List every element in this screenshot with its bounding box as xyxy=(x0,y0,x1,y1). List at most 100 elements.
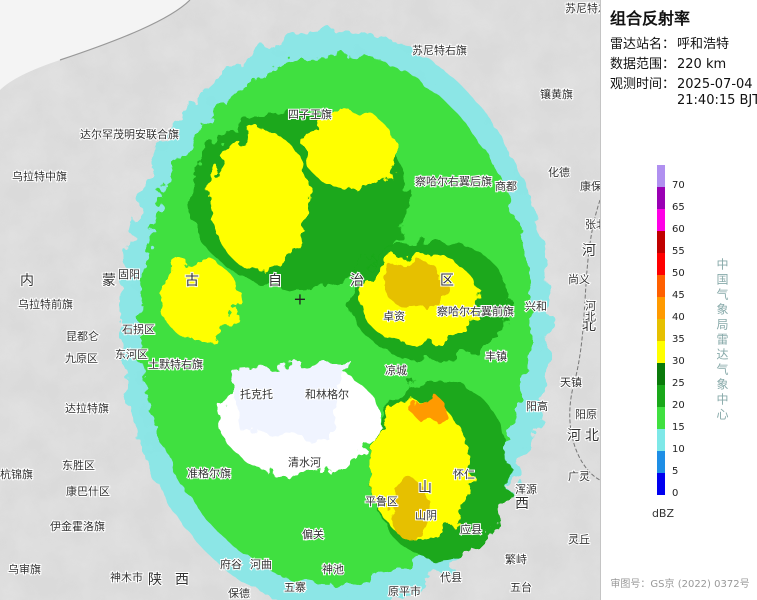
field-value: 呼和浩特 xyxy=(677,37,729,52)
region-label: 自 xyxy=(268,273,282,289)
place-label: 代县 xyxy=(440,571,462,584)
place-label: 土默特右旗 xyxy=(148,357,203,371)
legend-swatch xyxy=(657,429,665,451)
legend-swatch xyxy=(657,451,665,473)
place-label: 伊金霍洛旗 xyxy=(50,519,105,533)
credit: 中国气象局雷达气象中心 xyxy=(715,257,729,423)
legend-swatch xyxy=(657,231,665,253)
region-label: 西 xyxy=(515,496,529,512)
legend-tick-label: 25 xyxy=(672,378,685,389)
place-label: 阳高 xyxy=(526,399,548,413)
place-label: 张北 xyxy=(585,218,607,231)
legend-tick-label: 40 xyxy=(672,312,685,323)
legend-swatch xyxy=(657,407,665,429)
place-label: 乌拉特中旗 xyxy=(12,169,67,183)
region-label: 治 xyxy=(350,273,364,289)
place-label: 化德 xyxy=(548,165,570,179)
legend-swatch xyxy=(657,319,665,341)
region-label: 北 xyxy=(585,428,599,444)
place-label: 达尔罕茂明安联合旗 xyxy=(80,127,179,141)
field-label: 数据范围： xyxy=(610,57,675,72)
region-label: 河 xyxy=(582,243,596,259)
place-label: 灵丘 xyxy=(568,533,590,546)
place-label: 石拐区 xyxy=(122,322,155,336)
place-label: 乌审旗 xyxy=(8,562,41,576)
place-label: 和林格尔 xyxy=(305,387,349,401)
place-label: 阳原 xyxy=(575,408,597,421)
place-label: 应县 xyxy=(460,522,482,536)
legend-swatch xyxy=(657,187,665,209)
place-label: 府谷 xyxy=(220,557,242,571)
panel-title: 组合反射率 xyxy=(610,9,690,28)
place-label: 繁峙 xyxy=(505,552,527,566)
approval-number: 审图号：GS京 (2022) 0372号 xyxy=(610,577,749,590)
place-label: 偏关 xyxy=(302,527,324,541)
place-label: 苏尼特右旗 xyxy=(412,43,467,57)
color-legend: 0 5 10 15 20 25 30 35 40 45 50 55 60 65 70 xyxy=(657,165,685,499)
place-label: 平鲁区 xyxy=(365,494,398,508)
place-label: 丰镇 xyxy=(485,349,507,363)
legend-tick-label: 35 xyxy=(672,334,685,345)
info-panel xyxy=(601,0,757,600)
place-label: 察哈尔右翼前旗 xyxy=(437,304,514,318)
legend-tick-label: 65 xyxy=(672,202,685,213)
place-label: 昆都仑 xyxy=(66,329,99,343)
legend-tick-label: 70 xyxy=(672,180,685,191)
place-label: 清水河 xyxy=(288,456,321,469)
legend-swatch xyxy=(657,275,665,297)
field-label: 观测时间： xyxy=(610,77,675,92)
legend-tick-label: 5 xyxy=(672,466,678,477)
place-label: 托克托 xyxy=(240,387,273,401)
place-label: 镶黄旗 xyxy=(540,87,573,101)
region-label: 蒙 xyxy=(102,273,116,289)
place-label: 天镇 xyxy=(560,375,582,389)
place-label: 浑源 xyxy=(515,482,537,496)
foreign-area xyxy=(0,0,190,90)
place-label: 四子王旗 xyxy=(288,107,332,121)
place-label: 原平市 xyxy=(388,584,421,598)
legend-tick-label: 55 xyxy=(672,246,685,257)
region-label: 河 xyxy=(567,428,581,444)
legend-swatch xyxy=(657,209,665,231)
place-label: 河北 xyxy=(584,300,597,322)
place-label: 兴和 xyxy=(525,300,547,313)
radar-echo xyxy=(120,30,550,600)
place-label: 察哈尔右翼后旗 xyxy=(415,174,492,188)
place-label: 凉城 xyxy=(385,363,407,377)
place-label: 东胜区 xyxy=(62,458,95,472)
legend-unit: dBZ xyxy=(652,507,675,520)
place-label: 五台 xyxy=(510,580,532,594)
place-label: 保德 xyxy=(228,586,250,600)
place-label: 商都 xyxy=(495,179,517,193)
legend-swatch xyxy=(657,297,665,319)
legend-swatch xyxy=(657,165,665,187)
field-value: 2025-07-04 xyxy=(677,77,753,92)
place-label: 杭锦旗 xyxy=(0,467,33,481)
place-label: 河曲 xyxy=(250,558,272,571)
place-label: 广灵 xyxy=(568,470,590,483)
region-label: 陕 xyxy=(148,572,162,588)
legend-tick-label: 30 xyxy=(672,356,685,367)
place-label: 卓资 xyxy=(383,310,405,323)
place-label: 怀仁 xyxy=(453,468,475,481)
place-label: 东河区 xyxy=(115,348,148,361)
region-label: 区 xyxy=(440,273,454,289)
radar-site: + xyxy=(293,290,306,309)
place-label: 固阳 xyxy=(118,268,140,281)
region-label: 西 xyxy=(175,572,189,588)
region-label: 古 xyxy=(185,273,199,289)
place-label: 达拉特旗 xyxy=(65,401,109,415)
legend-tick-label: 10 xyxy=(672,444,685,455)
legend-swatch xyxy=(657,341,665,363)
legend-tick-label: 20 xyxy=(672,400,685,411)
region-label: 山 xyxy=(418,480,432,496)
legend-swatch xyxy=(657,363,665,385)
province-border xyxy=(569,199,600,481)
place-label: 尚义 xyxy=(568,272,590,286)
place-label: 苏尼特左旗 xyxy=(565,1,620,15)
legend-tick-label: 45 xyxy=(672,290,685,301)
place-label: 康巴什区 xyxy=(66,484,110,498)
